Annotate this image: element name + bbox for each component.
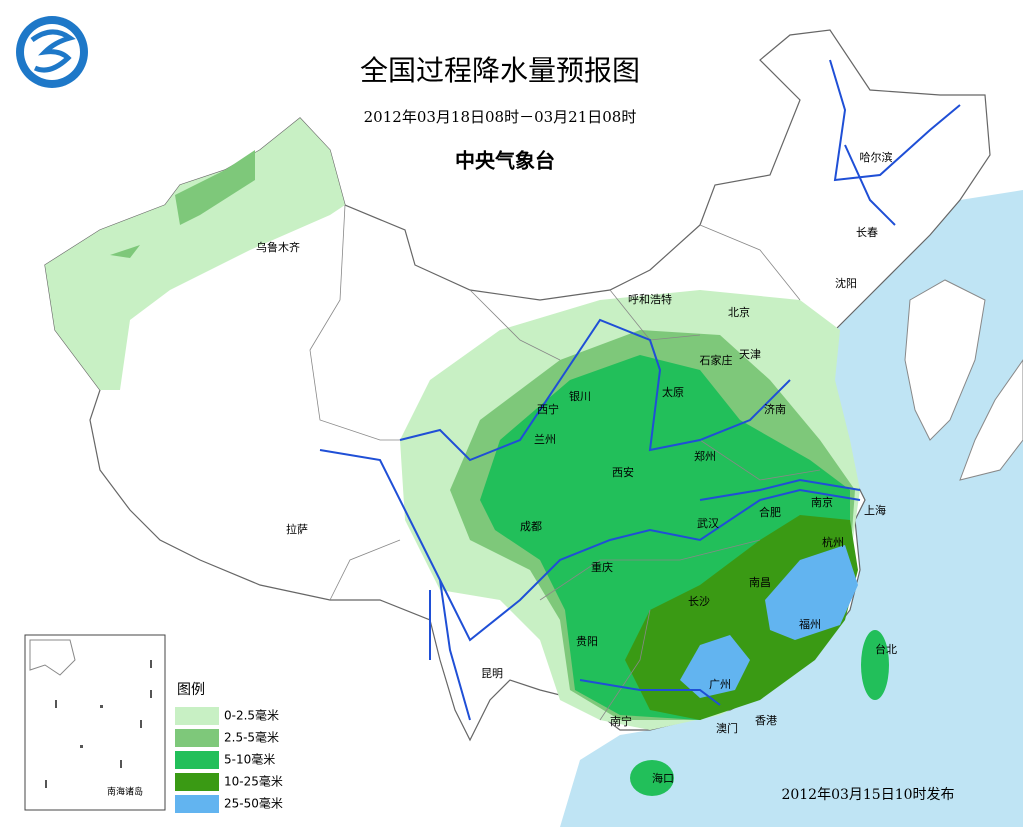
city-label: 贵阳: [576, 635, 598, 648]
river: [429, 579, 471, 721]
zone-25-50: [765, 545, 858, 640]
legend-title: 图例: [177, 682, 205, 698]
city-label: 成都: [520, 520, 542, 533]
city-label: 长春: [856, 226, 878, 239]
city-label: 杭州: [822, 535, 844, 549]
city-label: 南京: [811, 495, 833, 509]
legend-swatch: [175, 795, 219, 813]
inset-land: [29, 639, 76, 676]
issued: 2012年03月15日10时发布: [781, 787, 954, 803]
legend-label: 10-25毫米: [224, 774, 283, 789]
city-label: 哈尔滨: [860, 150, 893, 164]
city-label: 拉萨: [286, 522, 308, 536]
city-label: 天津: [739, 348, 761, 361]
legend: 0-2.5毫米 2.5-5毫米 5-10毫米 10-25毫米 25-50毫米: [175, 707, 283, 813]
hainan: [630, 760, 674, 796]
city-label: 西安: [612, 465, 634, 479]
city-label: 济南: [764, 402, 786, 416]
city-label: 兰州: [534, 433, 556, 446]
city-label: 北京: [728, 305, 750, 319]
river: [829, 59, 961, 226]
inset-islands: [45, 660, 152, 788]
yangtze-river: [319, 449, 861, 642]
city-label: 香港: [755, 714, 777, 727]
city-label: 银川: [569, 389, 591, 403]
subtitle: 2012年03月18日08时－03月21日08时: [364, 108, 637, 126]
legend-label: 0-2.5毫米: [224, 708, 279, 723]
japan: [959, 359, 1023, 481]
legend-swatch: [175, 751, 219, 769]
city-label: 广州: [709, 678, 731, 691]
city-label: 太原: [662, 386, 684, 399]
legend-swatch: [175, 707, 219, 725]
city-label: 乌鲁木齐: [256, 240, 300, 254]
city-label: 昆明: [481, 667, 503, 680]
zone-light: [45, 118, 345, 390]
city-label: 南昌: [749, 576, 771, 589]
inset-label: 南海诸岛: [107, 786, 143, 798]
legend-swatch: [175, 773, 219, 791]
taiwan: [861, 630, 889, 700]
city-label: 合肥: [759, 505, 781, 519]
legend-swatch: [175, 729, 219, 747]
korea: [904, 279, 986, 441]
legend-label: 2.5-5毫米: [224, 730, 279, 745]
zone-2-5: [110, 245, 140, 258]
zone-2-5: [175, 150, 255, 225]
city-label: 沈阳: [835, 276, 857, 290]
city-label: 郑州: [694, 449, 716, 463]
city-label: 上海: [864, 503, 886, 517]
city-label: 重庆: [591, 560, 613, 574]
city-label: 长沙: [688, 595, 710, 608]
city-label: 西宁: [537, 402, 559, 416]
city-label: 澳门: [716, 721, 738, 735]
city-label: 海口: [652, 771, 674, 785]
title: 全国过程降水量预报图: [360, 54, 640, 87]
logo: [16, 16, 88, 88]
city-label: 福州: [799, 617, 821, 631]
city-label: 石家庄: [700, 353, 733, 367]
legend-label: 25-50毫米: [224, 796, 283, 811]
city-label: 南宁: [610, 714, 632, 728]
pearl-river: [579, 679, 721, 706]
legend-label: 5-10毫米: [224, 752, 275, 767]
agency: 中央气象台: [455, 149, 555, 173]
city-label: 武汉: [697, 517, 719, 530]
yellow-river: [399, 318, 861, 501]
zone-25-50: [680, 635, 750, 698]
city-label: 呼和浩特: [628, 292, 672, 306]
city-label: 台北: [875, 642, 897, 656]
